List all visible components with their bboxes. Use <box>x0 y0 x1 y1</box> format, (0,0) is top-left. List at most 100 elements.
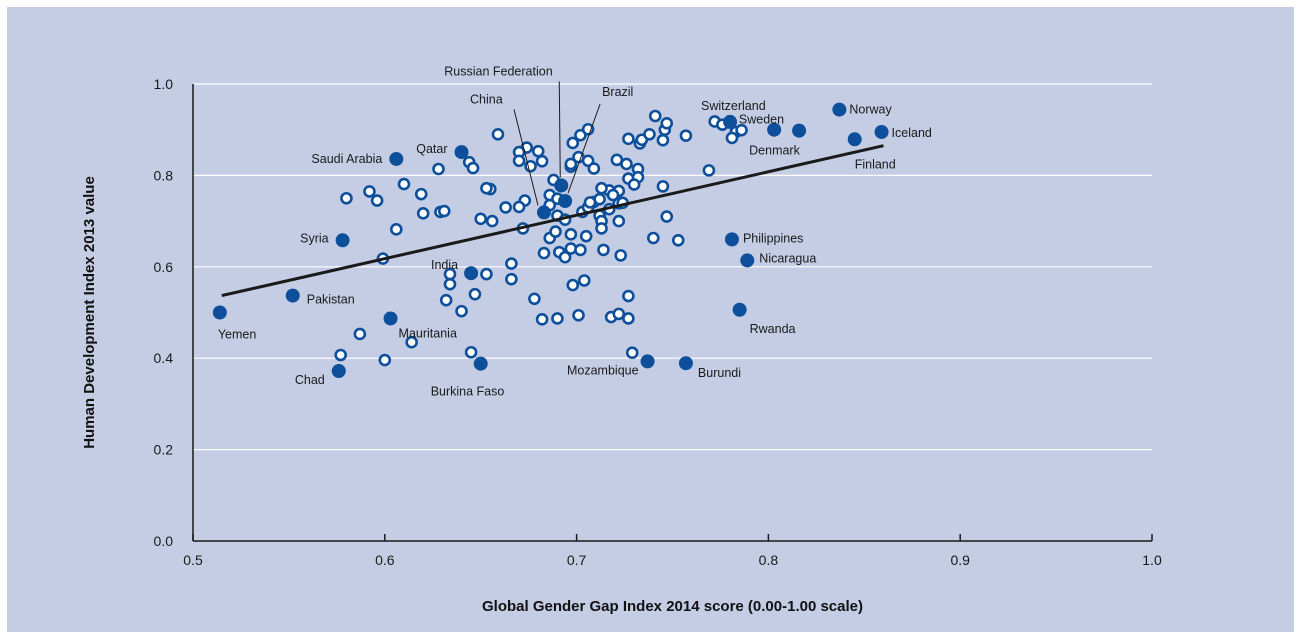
highlighted-point <box>285 288 300 303</box>
y-tick-label: 0.0 <box>154 533 174 549</box>
country-point <box>671 233 685 247</box>
country-point <box>577 274 591 287</box>
country-point <box>643 127 656 141</box>
country-label: Brazil <box>602 85 633 99</box>
country-point <box>614 249 628 262</box>
x-tick-label: 0.5 <box>183 552 203 568</box>
country-point <box>597 243 610 257</box>
y-tick-label: 0.6 <box>154 259 174 275</box>
country-point <box>437 204 451 218</box>
country-point <box>579 229 593 243</box>
highlighted-point <box>792 123 807 138</box>
country-point <box>735 123 748 137</box>
country-label: Yemen <box>218 328 257 342</box>
country-point <box>622 312 635 325</box>
country-label: Burundi <box>698 366 741 380</box>
country-point <box>466 161 480 175</box>
country-point <box>439 293 453 307</box>
country-point <box>537 246 551 260</box>
highlighted-point <box>640 354 655 369</box>
country-point <box>405 335 418 349</box>
country-label: Saudi Arabia <box>311 152 382 166</box>
highlighted-point <box>212 305 227 320</box>
country-point <box>581 122 595 136</box>
highlighted-point <box>383 311 398 326</box>
country-label: Mauritania <box>399 326 457 340</box>
country-label: India <box>431 258 458 272</box>
country-label: Denmark <box>749 144 800 158</box>
label-leader-lines <box>513 81 601 206</box>
leader-line <box>558 81 561 178</box>
country-point <box>660 210 674 223</box>
country-point <box>627 178 641 191</box>
country-label: Philippines <box>743 231 803 245</box>
highlighted-point <box>454 145 469 160</box>
country-point <box>535 313 549 326</box>
y-tick-label: 0.4 <box>154 350 174 366</box>
country-point <box>468 287 482 301</box>
country-point <box>363 185 376 198</box>
trend-line-path <box>221 144 884 298</box>
country-point <box>378 353 392 367</box>
country-point <box>535 154 549 168</box>
country-point <box>648 109 662 123</box>
highlighted-countries-points <box>212 102 889 378</box>
country-point <box>647 231 660 245</box>
x-axis-title: Global Gender Gap Index 2014 score (0.00… <box>482 598 863 615</box>
highlighted-point <box>847 132 862 147</box>
x-tick-label: 0.7 <box>567 552 587 568</box>
highlighted-point <box>389 151 404 166</box>
country-point <box>620 157 633 171</box>
country-point <box>512 154 526 168</box>
highlighted-point <box>473 356 488 371</box>
country-label: Switzerland <box>701 99 766 113</box>
country-point <box>549 225 562 238</box>
country-label: Mozambique <box>567 363 639 377</box>
country-label: Finland <box>855 157 896 171</box>
y-tick-label: 0.8 <box>154 167 174 183</box>
country-point <box>656 133 670 147</box>
country-point <box>587 162 601 175</box>
country-point <box>572 308 585 322</box>
country-point <box>464 345 478 359</box>
highlighted-point <box>554 178 569 193</box>
country-point <box>702 164 716 177</box>
highlighted-point <box>724 232 739 247</box>
country-point <box>505 257 518 270</box>
country-label: Iceland <box>892 126 932 140</box>
country-label: Qatar <box>416 142 447 156</box>
country-point <box>564 228 578 241</box>
country-point <box>660 117 674 130</box>
country-point <box>474 212 488 226</box>
highlighted-point <box>740 253 755 268</box>
country-point <box>397 177 411 191</box>
country-point <box>679 129 693 142</box>
country-label: Sweden <box>739 113 784 127</box>
country-label: Burkina Faso <box>431 385 505 399</box>
x-tick-label: 0.9 <box>950 552 970 568</box>
highlighted-point <box>678 356 693 371</box>
country-point <box>531 144 545 158</box>
x-tick-label: 1.0 <box>1142 552 1162 568</box>
country-point <box>432 162 445 176</box>
country-point <box>574 243 587 257</box>
country-point <box>353 327 367 341</box>
country-label: Rwanda <box>750 322 796 336</box>
x-tick-label: 0.8 <box>759 552 779 568</box>
country-point <box>583 196 597 209</box>
highlighted-point <box>558 193 573 208</box>
highlighted-point <box>331 363 346 378</box>
country-point <box>566 278 580 292</box>
y-tick-label: 0.2 <box>154 442 174 458</box>
country-label: Syria <box>300 231 329 245</box>
grid-lines <box>193 83 1152 451</box>
country-label: Chad <box>295 373 325 387</box>
country-point <box>606 188 620 202</box>
country-point <box>512 200 526 214</box>
country-label: Russian Federation <box>444 64 552 78</box>
highlighted-point <box>832 102 847 117</box>
country-point <box>551 312 564 325</box>
highlighted-point <box>335 233 350 248</box>
country-point <box>370 194 384 207</box>
country-point <box>443 277 457 291</box>
